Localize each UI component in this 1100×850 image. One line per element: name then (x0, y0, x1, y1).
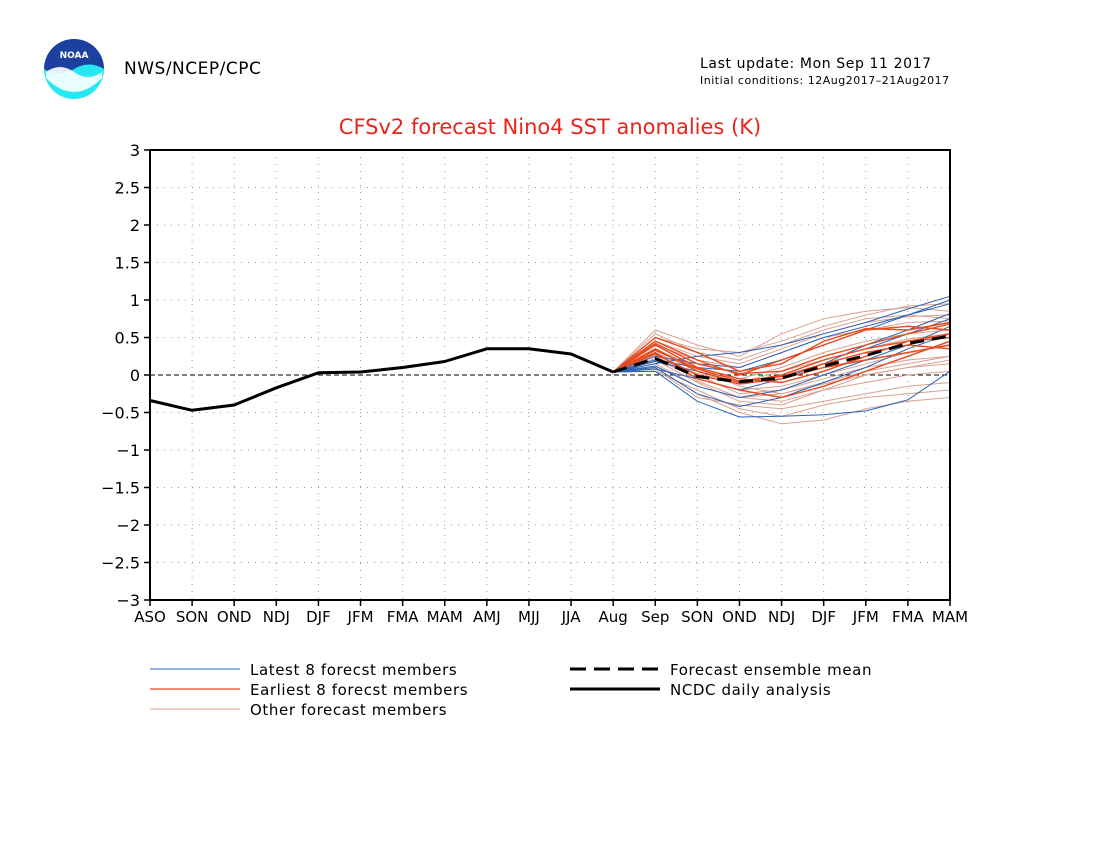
x-axis: ASO SON OND NDJ DJF JFM FMA MAM AMJ MJJ JJA Aug Sep S… (134, 600, 968, 626)
x-tick-label: ASO (134, 608, 166, 626)
agency-label: NWS/NCEP/CPC (124, 59, 262, 79)
x-tick-label: Aug (599, 608, 628, 626)
chart-title: CFSv2 forecast Nino4 SST anomalies (K) (339, 115, 761, 139)
y-tick-label: 1.5 (115, 254, 140, 273)
other-member-line (612, 303, 951, 373)
legend-label-earliest: Earliest 8 forecst members (250, 681, 468, 699)
x-tick-label: Sep (641, 608, 669, 626)
y-tick-label: −2 (116, 516, 140, 535)
y-tick-label: −1.5 (101, 479, 140, 498)
x-tick-label: JJA (561, 608, 582, 626)
other-member-line (613, 363, 951, 402)
initial-conditions-label: Initial conditions: 12Aug2017–21Aug2017 (700, 74, 950, 87)
y-tick-label: 2.5 (115, 179, 140, 198)
analysis-line (149, 347, 614, 412)
x-tick-label: MAM (932, 608, 968, 626)
x-tick-label: DJF (811, 608, 836, 626)
logo-text: NOAA (60, 51, 89, 61)
x-tick-label: FMA (892, 608, 925, 626)
y-tick-label: 0 (130, 366, 140, 385)
ensemble-mean-line (612, 334, 951, 384)
x-tick-label: JFM (852, 608, 879, 626)
y-tick-label: 1 (130, 291, 140, 310)
x-tick-label: AMJ (473, 608, 501, 626)
x-tick-label: OND (722, 608, 757, 626)
grid-lines (150, 150, 950, 600)
x-tick-label: MAM (427, 608, 463, 626)
x-tick-label: NDJ (768, 608, 795, 626)
latest-member-line (613, 303, 951, 373)
y-tick-label: −0.5 (101, 404, 140, 423)
y-tick-label: 3 (130, 141, 140, 160)
x-tick-label: SON (176, 608, 209, 626)
other-member-line (613, 368, 951, 410)
y-tick-label: −3 (116, 591, 140, 610)
x-tick-label: FMA (387, 608, 420, 626)
legend-label-latest: Latest 8 forecst members (250, 661, 457, 679)
x-tick-label: JFM (347, 608, 374, 626)
latest-member-line (613, 325, 951, 398)
main-series (149, 334, 951, 412)
x-tick-label: OND (217, 608, 252, 626)
latest-member-line (613, 370, 951, 418)
y-axis: 3 2.5 2 1.5 1 0.5 0 −0.5 −1 −1.5 −2 −2.5 −3 (101, 141, 150, 610)
y-tick-label: 0.5 (115, 329, 140, 348)
y-tick-label: −1 (116, 441, 140, 460)
last-update-label: Last update: Mon Sep 11 2017 (700, 56, 932, 72)
legend-label-mean: Forecast ensemble mean (670, 661, 872, 679)
x-tick-label: MJJ (518, 608, 540, 626)
legend-label-analysis: NCDC daily analysis (670, 681, 831, 699)
y-tick-label: −2.5 (101, 554, 140, 573)
legend-label-other: Other forecast members (250, 701, 447, 719)
noaa-logo-icon: NOAA (44, 39, 104, 99)
x-tick-label: NDJ (263, 608, 290, 626)
x-tick-label: DJF (306, 608, 331, 626)
legend: Latest 8 forecst members Earliest 8 fore… (150, 661, 872, 719)
earliest-member-line (612, 325, 951, 376)
earliest-member-line (612, 344, 951, 385)
earliest-member-line (612, 321, 951, 373)
y-tick-label: 2 (130, 216, 140, 235)
earliest-member-line (612, 323, 951, 375)
other-member-line (613, 354, 951, 398)
x-tick-label: SON (681, 608, 714, 626)
forecast-members (612, 295, 951, 425)
